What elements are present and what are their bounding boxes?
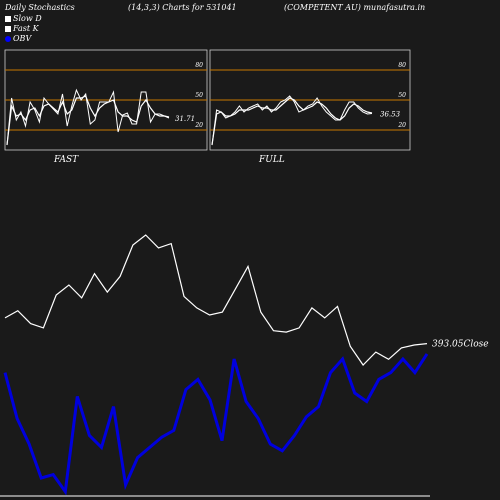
last-value-label: 31.71 [175,115,195,123]
chart-title: Daily Stochastics [5,3,75,12]
obv-line [3,353,429,496]
series-line [6,88,170,146]
panel-title: FULL [258,155,285,165]
full-stochastic-panel: 20 50 80 36.53 FULL [209,49,411,165]
y-tick-label: 20 [194,122,203,129]
y-tick-label: 20 [397,122,406,129]
legend-swatch [5,16,11,22]
last-close-label: 393.05Close [432,340,489,350]
last-value-label: 36.53 [380,111,401,119]
series-line [211,95,373,146]
fast-stochastic-panel: 20 50 80 31.71 FAST [4,49,208,165]
legend-swatch [5,36,11,42]
legend-fast-k: Fast K [5,24,39,33]
chart-params: (14,3,3) Charts for 531041 [128,3,237,12]
close-price-line [4,234,428,366]
legend-slow-d: Slow D [5,14,42,23]
y-tick-label: 80 [195,62,203,69]
legend-swatch [5,26,11,32]
legend-label: Fast K [13,24,39,33]
y-tick-label: 50 [195,92,203,99]
legend-obv: OBV [5,34,31,43]
series-line [211,97,373,146]
panel-title: FAST [53,155,79,165]
y-tick-label: 50 [398,92,406,99]
company-name: (COMPETENT AU) munafasutra.in [284,3,426,12]
series-line [6,95,170,146]
legend-label: OBV [13,34,32,43]
price-obv-panel: 393.05Close [0,234,489,497]
legend-label: Slow D [13,14,42,23]
y-tick-label: 80 [398,62,406,69]
